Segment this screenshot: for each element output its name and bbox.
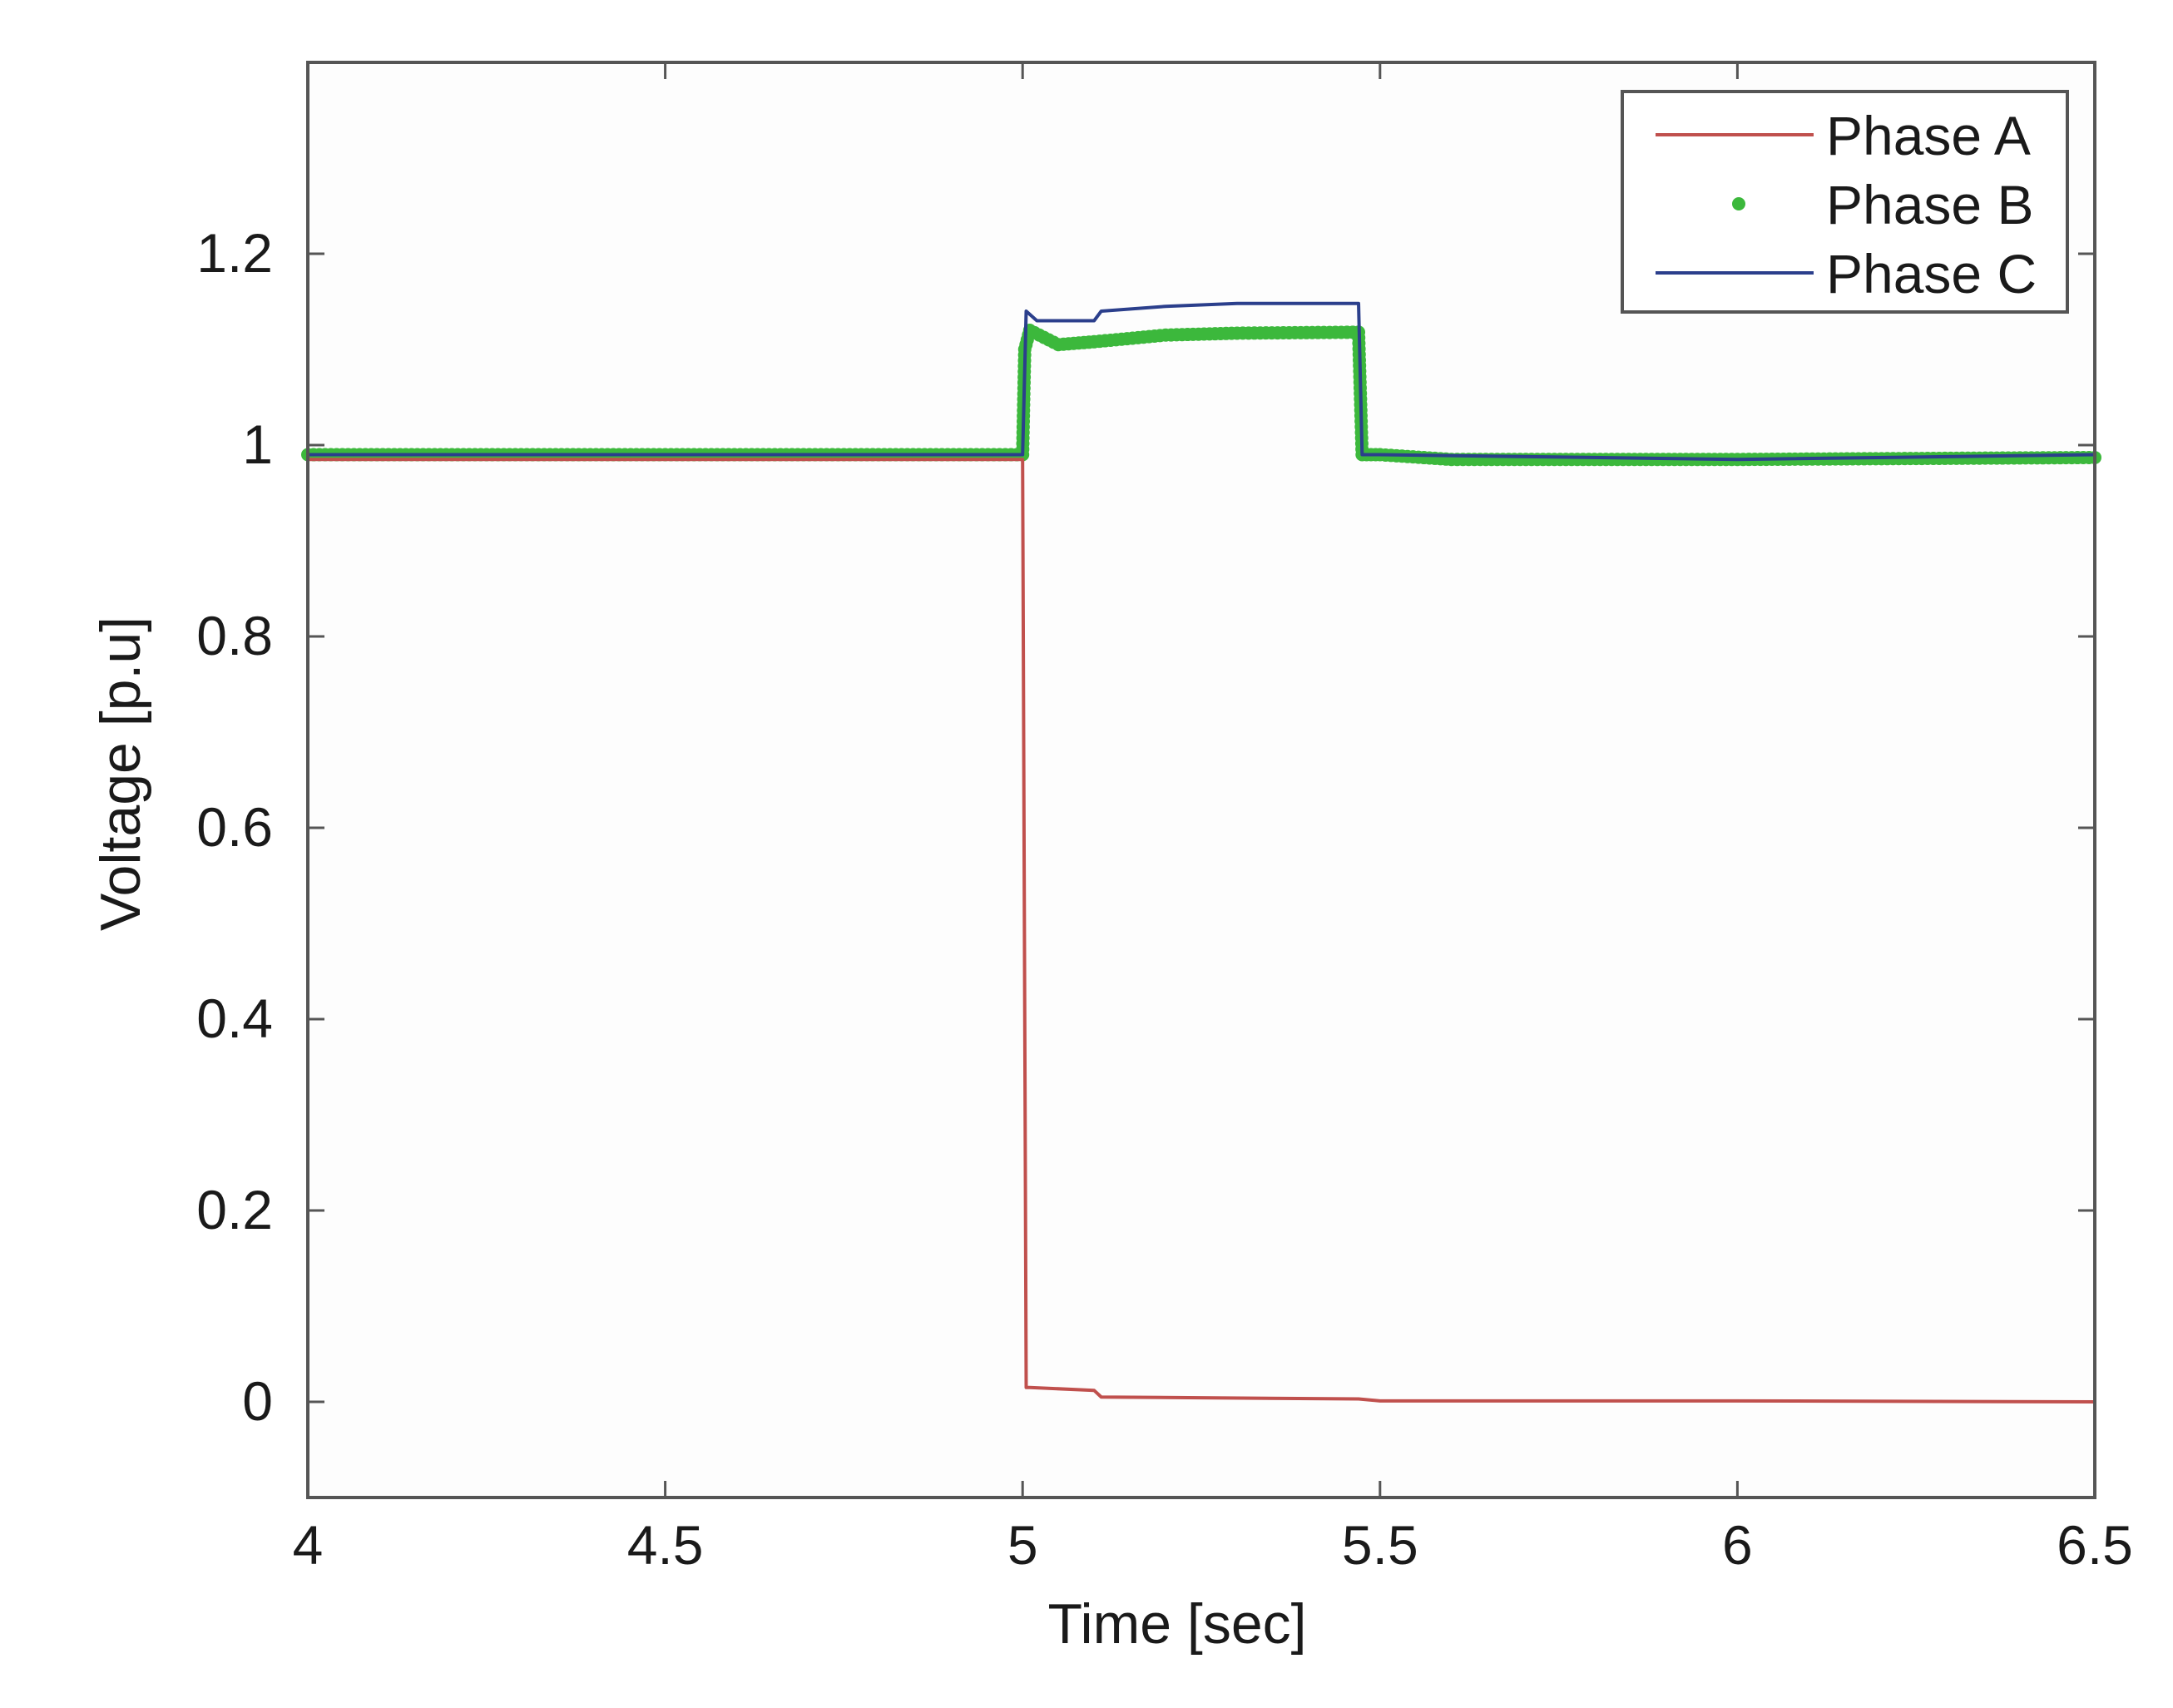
series-phase-c-line xyxy=(308,301,2096,462)
y-axis-title: Voltage [p.u] xyxy=(89,616,152,931)
y-tick-label: 0 xyxy=(242,1370,273,1432)
legend: Phase A Phase B Phase C xyxy=(1621,90,2069,314)
x-tick-label: 5.5 xyxy=(1342,1514,1418,1576)
y-tick-label: 1 xyxy=(242,413,273,475)
tick-labels: 4 4.5 5 5.5 6 6.5 0 0.2 0.4 0.6 0.8 1 1.2 xyxy=(196,222,2133,1576)
series-phase-a xyxy=(308,458,2096,1404)
x-axis-title: Time [sec] xyxy=(1047,1592,1306,1656)
series-phase-a-line xyxy=(308,458,2096,1404)
y-tick-label: 0.8 xyxy=(196,605,273,666)
y-tick-label: 1.2 xyxy=(196,222,273,284)
x-tick-label: 4 xyxy=(293,1514,324,1576)
y-tick-label: 0.4 xyxy=(196,988,273,1049)
x-tick-label: 5 xyxy=(1007,1514,1038,1576)
x-tick-label: 6.5 xyxy=(2057,1514,2133,1576)
legend-label-phase-c: Phase C xyxy=(1826,243,2037,304)
legend-label-phase-b: Phase B xyxy=(1826,174,2034,235)
x-tick-label: 6 xyxy=(1722,1514,1753,1576)
y-tick-label: 0.2 xyxy=(196,1179,273,1240)
y-tick-label: 0.6 xyxy=(196,796,273,858)
series-phase-c xyxy=(308,301,2096,462)
legend-marker-phase-b xyxy=(1732,197,1745,210)
series-layer xyxy=(301,301,2101,1404)
x-tick-label: 4.5 xyxy=(627,1514,704,1576)
plot-frame xyxy=(306,61,2096,1499)
legend-box xyxy=(1621,90,2069,314)
legend-label-phase-a: Phase A xyxy=(1826,105,2031,166)
